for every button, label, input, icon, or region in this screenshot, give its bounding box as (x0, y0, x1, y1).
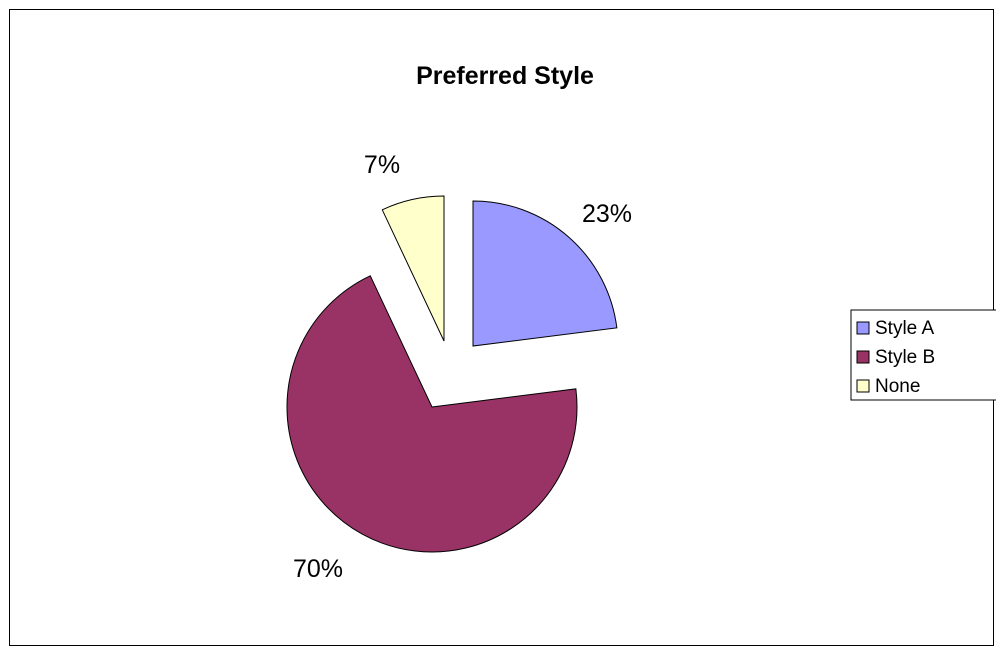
legend: Style A Style B None (850, 309, 996, 401)
pie-slice-style-a (472, 200, 618, 347)
legend-swatch-style-a (856, 321, 870, 335)
pie-slices (286, 195, 618, 553)
data-label-style-b: 70% (293, 555, 343, 583)
chart-title: Preferred Style (416, 62, 594, 90)
legend-label-style-a: Style A (875, 318, 934, 339)
pie-slice-none (381, 195, 445, 342)
pie-slice-style-b (286, 275, 578, 553)
legend-box (850, 309, 996, 401)
legend-swatch-none (856, 379, 870, 393)
legend-label-none: None (875, 376, 920, 397)
data-label-none: 7% (364, 151, 400, 179)
pie-data-labels: 23% 70% 7% (293, 151, 632, 583)
legend-swatch-style-b (856, 350, 870, 364)
data-label-style-a: 23% (582, 200, 632, 228)
legend-label-style-b: Style B (875, 347, 935, 368)
